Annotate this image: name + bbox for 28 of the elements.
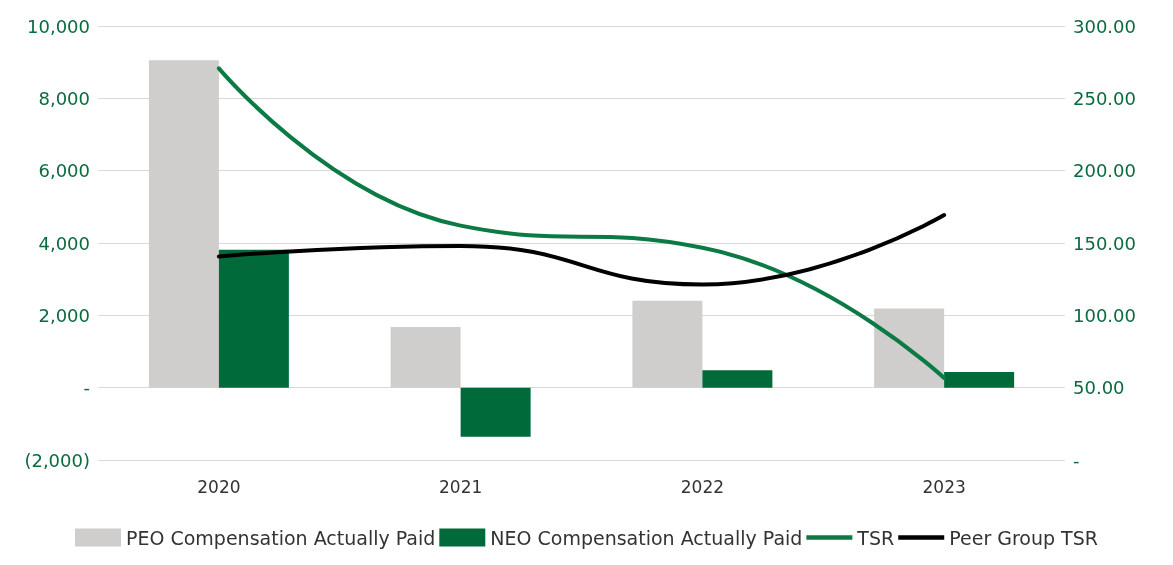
y-tick-label: 2,000 — [38, 304, 90, 326]
bar — [460, 387, 531, 437]
y2-tick-label: 200.00 — [1073, 160, 1136, 182]
y2-tick-label: 100.00 — [1073, 304, 1136, 326]
bar — [218, 249, 289, 388]
bar — [702, 370, 773, 388]
bar — [944, 372, 1015, 388]
y2-tick-label: 50.00 — [1073, 377, 1125, 399]
x-tick-label: 2021 — [438, 476, 483, 497]
x-tick-label: 2023 — [922, 476, 966, 497]
legend-label: NEO Compensation Actually Paid — [490, 526, 803, 549]
y2-tick-label: 250.00 — [1073, 87, 1136, 109]
legend-label: Peer Group TSR — [949, 526, 1098, 549]
y2-tick-label: 150.00 — [1073, 232, 1136, 254]
legend-label: TSR — [856, 526, 895, 549]
y-tick-label: (2,000) — [24, 449, 90, 471]
x-tick-label: 2020 — [197, 476, 241, 497]
x-tick-label: 2022 — [680, 476, 725, 497]
y-tick-label: 10,000 — [27, 15, 90, 37]
line-series — [216, 66, 947, 380]
y-tick-label: 8,000 — [38, 87, 90, 109]
legend-label: PEO Compensation Actually Paid — [126, 526, 436, 549]
y-tick-label: 4,000 — [38, 232, 90, 254]
line-series — [216, 213, 947, 287]
y2-tick-label: - — [1073, 449, 1080, 471]
y-tick-label: 6,000 — [38, 160, 90, 182]
y-tick-label: - — [83, 377, 90, 399]
y2-tick-label: 300.00 — [1073, 15, 1136, 37]
